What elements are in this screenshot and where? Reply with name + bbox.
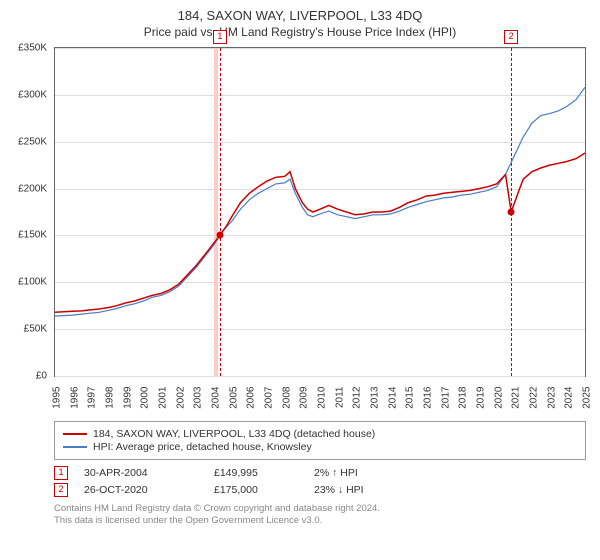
y-tick-label: £300K — [18, 89, 47, 100]
x-tick-label: 1999 — [122, 387, 133, 409]
x-tick-label: 2025 — [582, 387, 593, 409]
x-tick-label: 2007 — [264, 387, 275, 409]
x-tick-label: 2011 — [334, 387, 345, 409]
transaction-price: £149,995 — [214, 467, 314, 479]
x-tick-label: 2014 — [387, 387, 398, 409]
transaction-marker: 1 — [54, 466, 68, 480]
x-axis: 1995 1996 1997 1998 1999 2000 2001 2002 2003 2004… — [54, 377, 586, 417]
x-tick-label: 2012 — [352, 387, 363, 409]
legend-swatch — [63, 446, 87, 448]
legend-label: HPI: Average price, detached house, Know… — [93, 441, 312, 453]
transaction-date: 26-OCT-2020 — [84, 484, 214, 496]
x-tick-label: 2009 — [299, 387, 310, 409]
transaction-row: 2 26-OCT-2020 £175,000 23% ↓ HPI — [54, 483, 586, 497]
x-tick-label: 2019 — [476, 387, 487, 409]
transaction-table: 1 30-APR-2004 £149,995 2% ↑ HPI 2 26-OCT… — [54, 466, 586, 497]
sale-point — [508, 209, 515, 216]
transaction-pct: 2% ↑ HPI — [314, 467, 424, 479]
x-tick-label: 2015 — [405, 387, 416, 409]
y-tick-label: £350K — [18, 43, 47, 54]
chart-subtitle: Price paid vs. HM Land Registry's House … — [12, 25, 588, 39]
transaction-pct: 23% ↓ HPI — [314, 484, 424, 496]
legend-item: HPI: Average price, detached house, Know… — [63, 441, 577, 453]
footer: Contains HM Land Registry data © Crown c… — [54, 503, 586, 528]
y-axis: £0£50K£100K£150K£200K£250K£300K£350K — [11, 48, 51, 376]
x-tick-label: 2005 — [228, 387, 239, 409]
legend-swatch — [63, 433, 87, 435]
sale-point — [216, 232, 223, 239]
x-tick-label: 1996 — [69, 387, 80, 409]
x-tick-label: 2003 — [193, 387, 204, 409]
transaction-row: 1 30-APR-2004 £149,995 2% ↑ HPI — [54, 466, 586, 480]
x-tick-label: 2017 — [440, 387, 451, 409]
x-tick-label: 2020 — [493, 387, 504, 409]
x-tick-label: 1997 — [87, 387, 98, 409]
x-tick-label: 2018 — [458, 387, 469, 409]
x-tick-label: 1998 — [105, 387, 116, 409]
legend-label: 184, SAXON WAY, LIVERPOOL, L33 4DQ (deta… — [93, 428, 375, 440]
transaction-price: £175,000 — [214, 484, 314, 496]
y-tick-label: £150K — [18, 230, 47, 241]
x-tick-label: 2022 — [529, 387, 540, 409]
footer-line: This data is licensed under the Open Gov… — [54, 515, 586, 527]
chart-container: 184, SAXON WAY, LIVERPOOL, L33 4DQ Price… — [0, 0, 600, 560]
x-tick-label: 2016 — [423, 387, 434, 409]
legend-item: 184, SAXON WAY, LIVERPOOL, L33 4DQ (deta… — [63, 428, 577, 440]
y-tick-label: £200K — [18, 183, 47, 194]
x-tick-label: 2023 — [546, 387, 557, 409]
x-tick-label: 2021 — [511, 387, 522, 409]
legend: 184, SAXON WAY, LIVERPOOL, L33 4DQ (deta… — [54, 421, 586, 460]
x-tick-label: 2000 — [140, 387, 151, 409]
x-tick-label: 2008 — [281, 387, 292, 409]
chart-title: 184, SAXON WAY, LIVERPOOL, L33 4DQ — [12, 8, 588, 23]
x-tick-label: 2004 — [211, 387, 222, 409]
y-tick-label: £250K — [18, 136, 47, 147]
chart-plot-area: £0£50K£100K£150K£200K£250K£300K£350K 12 — [54, 47, 586, 377]
event-marker: 2 — [504, 30, 518, 44]
x-tick-label: 2006 — [246, 387, 257, 409]
y-tick-label: £0 — [36, 371, 47, 382]
y-tick-label: £100K — [18, 277, 47, 288]
transaction-date: 30-APR-2004 — [84, 467, 214, 479]
event-marker: 1 — [213, 30, 227, 44]
x-tick-label: 2002 — [175, 387, 186, 409]
x-tick-label: 2024 — [564, 387, 575, 409]
y-tick-label: £50K — [24, 324, 47, 335]
x-tick-label: 2013 — [370, 387, 381, 409]
x-tick-label: 1995 — [52, 387, 63, 409]
transaction-marker: 2 — [54, 483, 68, 497]
x-tick-label: 2001 — [158, 387, 169, 409]
footer-line: Contains HM Land Registry data © Crown c… — [54, 503, 586, 515]
x-tick-label: 2010 — [317, 387, 328, 409]
